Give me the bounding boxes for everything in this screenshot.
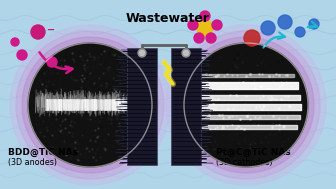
Circle shape xyxy=(11,38,19,46)
Text: Wastewater: Wastewater xyxy=(126,12,210,25)
Circle shape xyxy=(278,15,292,29)
Circle shape xyxy=(212,20,222,30)
Circle shape xyxy=(244,30,260,46)
Circle shape xyxy=(184,43,308,167)
Circle shape xyxy=(206,33,216,43)
Text: (3D cathodes): (3D cathodes) xyxy=(216,158,272,167)
Text: (3D anodes): (3D anodes) xyxy=(8,158,57,167)
Circle shape xyxy=(188,20,198,30)
FancyBboxPatch shape xyxy=(171,48,201,165)
Circle shape xyxy=(197,20,213,36)
Circle shape xyxy=(28,43,152,167)
Circle shape xyxy=(178,37,314,173)
Circle shape xyxy=(309,19,319,29)
Circle shape xyxy=(47,57,57,67)
Circle shape xyxy=(16,31,164,179)
Text: BDD@TiC NAs: BDD@TiC NAs xyxy=(8,148,78,157)
Circle shape xyxy=(31,25,45,39)
Circle shape xyxy=(200,11,210,21)
Circle shape xyxy=(139,50,144,56)
Circle shape xyxy=(172,31,320,179)
Circle shape xyxy=(10,25,170,185)
Circle shape xyxy=(261,21,275,35)
Circle shape xyxy=(166,25,326,185)
Circle shape xyxy=(295,27,305,37)
Circle shape xyxy=(183,50,188,56)
Circle shape xyxy=(194,33,204,43)
Circle shape xyxy=(138,49,146,57)
Circle shape xyxy=(182,49,190,57)
Circle shape xyxy=(17,50,27,60)
FancyBboxPatch shape xyxy=(127,48,157,165)
Text: Pt@C@TiC NAs: Pt@C@TiC NAs xyxy=(216,148,291,157)
Text: −: − xyxy=(47,25,55,35)
Circle shape xyxy=(22,37,158,173)
